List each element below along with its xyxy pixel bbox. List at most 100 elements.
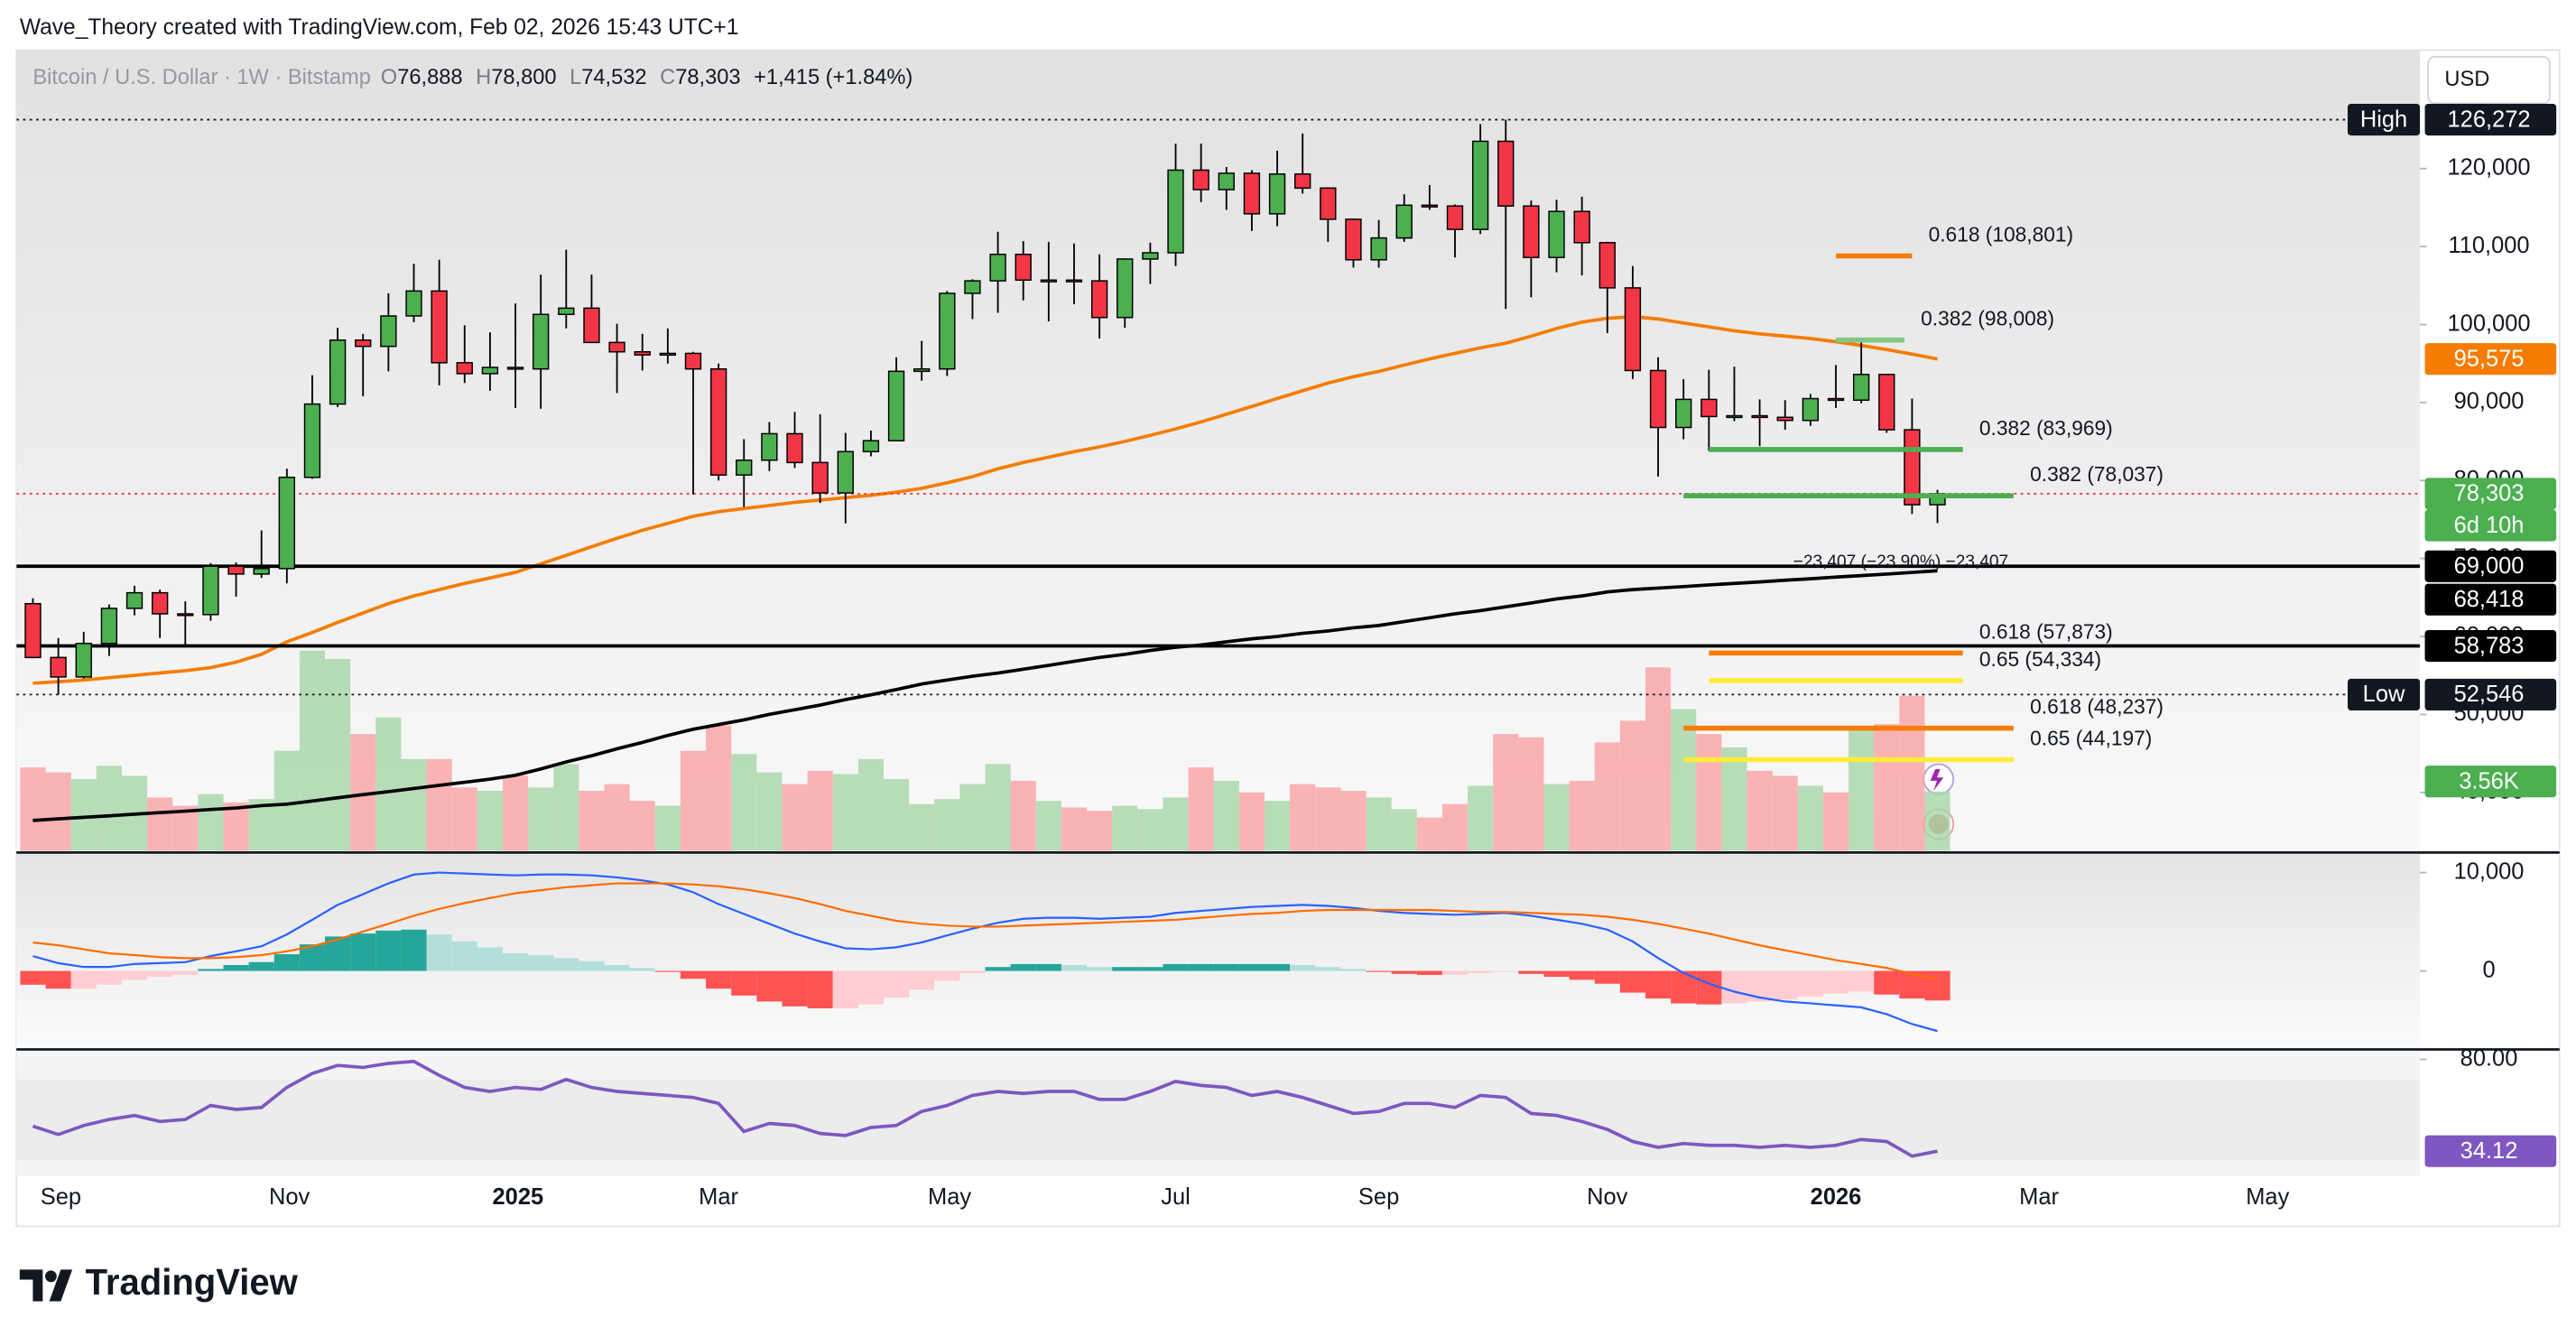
macd-histogram-bar [20, 970, 46, 985]
macd-histogram-bar [1087, 967, 1113, 971]
volume-bar [731, 754, 757, 851]
x-tick-label: 2025 [493, 1184, 544, 1210]
candle-body [202, 565, 219, 616]
macd-histogram-bar [1468, 970, 1494, 973]
volume-bar [1696, 734, 1722, 851]
macd-histogram-bar [604, 965, 630, 971]
volume-bar [502, 775, 529, 851]
x-tick-label: 2026 [1811, 1184, 1862, 1210]
price-badge-label: 69,000 [2454, 553, 2525, 579]
volume-bar [1924, 791, 1951, 851]
candle-body [634, 350, 651, 356]
candle-body [1573, 210, 1590, 244]
macd-histogram-bar [579, 961, 605, 971]
candle-body [1320, 187, 1337, 220]
candle-body [1421, 204, 1439, 208]
macd-histogram-bar [198, 969, 224, 971]
candle-body [684, 352, 702, 370]
volume-bar [477, 791, 503, 851]
macd-histogram-bar [1569, 970, 1595, 980]
x-tick-label: Sep [41, 1184, 81, 1210]
macd-histogram-bar [1543, 970, 1570, 978]
candle-body [533, 313, 550, 370]
fib-label: 0.618 (108,801) [1929, 222, 2074, 246]
volume-bar [1468, 785, 1494, 851]
macd-histogram-bar [96, 970, 122, 985]
currency-button[interactable] [2427, 55, 2551, 105]
macd-histogram-bar [1035, 963, 1061, 971]
price-badge [2424, 766, 2557, 798]
volume-bar [782, 784, 808, 851]
price-badge [2424, 629, 2557, 663]
candle-body [1827, 397, 1845, 402]
macd-histogram-bar [782, 970, 808, 1007]
volume-bar [1061, 807, 1088, 851]
ma200-line [32, 569, 1938, 822]
macd-histogram-bar [273, 954, 300, 971]
fib-label: 0.382 (78,037) [2030, 462, 2164, 486]
volume-bar [1112, 805, 1138, 851]
legend-key: C [660, 65, 675, 89]
volume-bar [1035, 801, 1061, 851]
brand: TradingView [86, 1260, 299, 1302]
volume-bar [1797, 785, 1823, 851]
candle-body [1167, 169, 1184, 254]
fib-label: 0.618 (57,873) [1979, 619, 2113, 643]
macd-histogram-bar [1061, 965, 1088, 971]
candle-body [837, 450, 854, 494]
logo-mark [19, 1269, 43, 1302]
x-tick-label: May [2246, 1184, 2289, 1210]
currency[interactable]: USD [2444, 67, 2489, 91]
candle-body [303, 403, 321, 478]
volume-bar [426, 758, 452, 851]
candle-body [709, 367, 727, 476]
legend-value: 78,800 [491, 65, 556, 89]
price-badge [2424, 550, 2557, 582]
volume-bar [1569, 780, 1595, 851]
candle-body [1878, 374, 1895, 431]
macd-histogram-bar [1366, 970, 1392, 972]
candle-body [964, 280, 981, 294]
price-badge [2424, 1135, 2557, 1167]
candle-body [1523, 205, 1540, 258]
candle-body [1776, 416, 1793, 422]
candle-body [1802, 397, 1820, 422]
candle-body [1040, 279, 1058, 283]
candle-body [1243, 172, 1261, 215]
fib-label: 0.65 (54,334) [1979, 647, 2101, 671]
volume-bar [299, 650, 326, 851]
volume-bar [553, 764, 579, 851]
macd-histogram-bar [70, 970, 97, 989]
candle-body [405, 290, 422, 317]
macd-histogram-bar [934, 970, 960, 981]
legend-value: 76,888 [397, 65, 462, 89]
volume-bar [604, 784, 630, 851]
volume-bar [223, 802, 249, 851]
candle-body [329, 339, 347, 405]
macd-histogram-bar [426, 934, 452, 971]
candle-body [939, 292, 956, 370]
candle-body [227, 565, 245, 575]
volume-bar [934, 799, 960, 851]
macd-histogram-bar [654, 970, 681, 972]
macd-histogram-bar [1188, 963, 1214, 971]
candle-body [1598, 242, 1616, 289]
candle-body [1090, 280, 1108, 319]
volume-bar [1290, 784, 1316, 851]
candle-body [659, 352, 677, 357]
candle-body [862, 440, 880, 453]
macd-histogram-bar [1213, 963, 1239, 971]
rsi-line [32, 1059, 1938, 1158]
candle-body [1548, 210, 1565, 258]
macd-histogram-bar [1137, 967, 1163, 971]
candle-body [811, 461, 829, 494]
macd-tick-label: 0 [2482, 957, 2495, 982]
candle-body [151, 591, 169, 615]
macd-histogram-bar [1010, 963, 1036, 971]
candle-body [761, 432, 778, 461]
price-badge [2424, 104, 2557, 136]
macd-histogram-bar [1238, 963, 1265, 971]
candle-body [355, 339, 372, 348]
fib-label: 0.382 (83,969) [1979, 416, 2113, 440]
volume-bar [680, 750, 707, 851]
